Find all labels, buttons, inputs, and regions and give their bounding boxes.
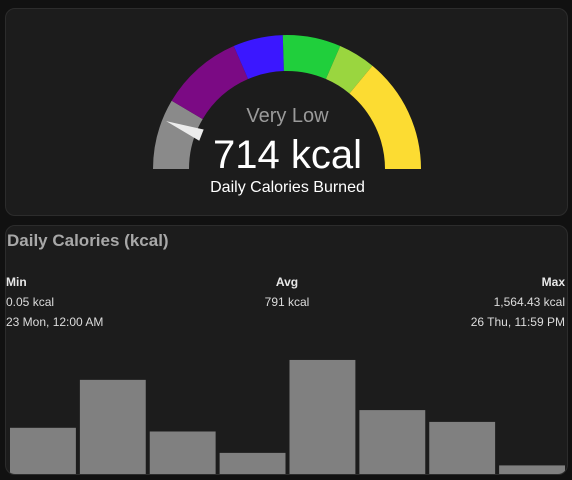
stat-avg-label: Avg bbox=[275, 275, 299, 289]
stat-max-time: 26 Thu, 11:59 PM bbox=[470, 315, 565, 329]
gauge-severity-label: Very Low bbox=[246, 105, 329, 127]
gauge-segment bbox=[171, 46, 249, 120]
gauge-name: Daily Calories Burned bbox=[210, 179, 365, 196]
gauge-segment bbox=[325, 46, 373, 94]
gauge-segment bbox=[153, 100, 203, 169]
stat-avg: Avg 791 kcal bbox=[237, 272, 337, 312]
history-bar[interactable] bbox=[79, 379, 146, 475]
history-bar[interactable] bbox=[289, 359, 356, 475]
gauge-segment bbox=[282, 35, 341, 80]
stat-min-value: 0.05 kcal bbox=[6, 295, 55, 309]
gauge-segment bbox=[233, 35, 284, 80]
history-bar[interactable] bbox=[149, 431, 216, 475]
gauge-segment bbox=[349, 65, 421, 169]
stat-min-time: 23 Mon, 12:00 AM bbox=[6, 315, 104, 329]
gauge-card[interactable]: Very Low 714 kcal Daily Calories Burned bbox=[5, 8, 568, 216]
gauge-value: 714 kcal bbox=[213, 133, 362, 177]
history-bar-chart bbox=[10, 359, 565, 475]
stat-min-label: Min bbox=[6, 275, 27, 289]
history-bar[interactable] bbox=[10, 427, 76, 475]
history-card[interactable]: Daily Calories (kcal) Min 0.05 kcal 23 M… bbox=[5, 225, 568, 475]
history-bar[interactable] bbox=[429, 421, 496, 475]
stat-avg-value: 791 kcal bbox=[264, 295, 310, 309]
history-title: Daily Calories (kcal) bbox=[7, 231, 169, 250]
history-bar[interactable] bbox=[359, 410, 426, 475]
stat-max: Max 1,564.43 kcal 26 Thu, 11:59 PM bbox=[471, 272, 565, 332]
history-bar[interactable] bbox=[219, 452, 286, 475]
stat-max-value: 1,564.43 kcal bbox=[493, 295, 565, 309]
stat-min: Min 0.05 kcal 23 Mon, 12:00 AM bbox=[6, 272, 103, 332]
stat-max-label: Max bbox=[541, 275, 565, 289]
gauge-needle bbox=[166, 121, 204, 141]
gauge-arc bbox=[153, 35, 421, 169]
history-bar[interactable] bbox=[499, 465, 565, 475]
